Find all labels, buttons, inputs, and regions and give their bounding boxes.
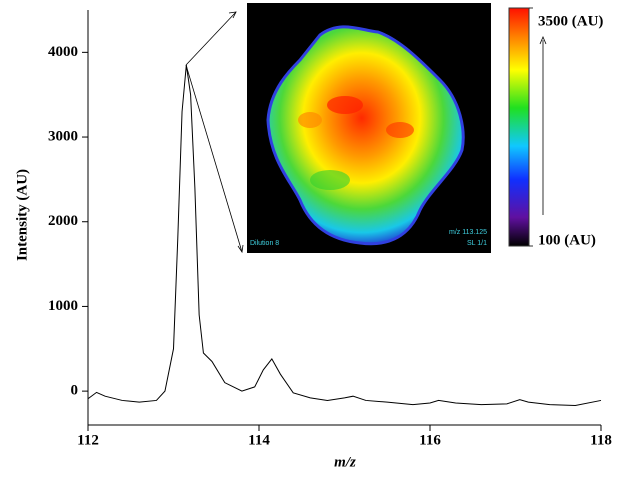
y-tick-label: 3000 xyxy=(48,128,78,144)
colorbar xyxy=(508,7,530,247)
x-tick-label: 114 xyxy=(248,432,270,448)
callout-arrow xyxy=(185,11,237,66)
colorbar-label: 3500 (AU) xyxy=(538,13,603,29)
inset-note: m/z 113.125 xyxy=(449,229,487,236)
colorbar-label: 100 (AU) xyxy=(538,232,596,248)
inset-note: Dilution 8 xyxy=(250,240,279,247)
heat-spot xyxy=(386,122,414,138)
y-tick-label: 4000 xyxy=(48,44,78,60)
spectrum-line xyxy=(87,64,602,407)
y-tick-label: 0 xyxy=(71,383,79,399)
callout-arrow xyxy=(185,64,243,253)
x-axis-title: m/z xyxy=(334,454,356,470)
heatmap-blob xyxy=(266,25,465,246)
colorbar-arrow-head xyxy=(539,35,547,45)
callout-arrow-head xyxy=(237,244,244,254)
x-tick-label: 112 xyxy=(77,432,99,448)
y-axis-title: Intensity (AU) xyxy=(14,169,30,261)
y-tick-label: 2000 xyxy=(48,213,78,229)
x-tick-label: 118 xyxy=(590,432,612,448)
inset-image: Dilution 8 m/z 113.125 SL 1/1 xyxy=(247,3,491,253)
y-tick-label: 1000 xyxy=(48,298,78,314)
inset-note: SL 1/1 xyxy=(467,240,487,247)
heat-spot xyxy=(327,96,363,114)
callout-arrows xyxy=(185,11,244,254)
callout-arrow-head xyxy=(228,11,237,19)
x-tick-label: 116 xyxy=(419,432,441,448)
heat-spot xyxy=(298,112,322,128)
heat-spot xyxy=(310,170,350,190)
